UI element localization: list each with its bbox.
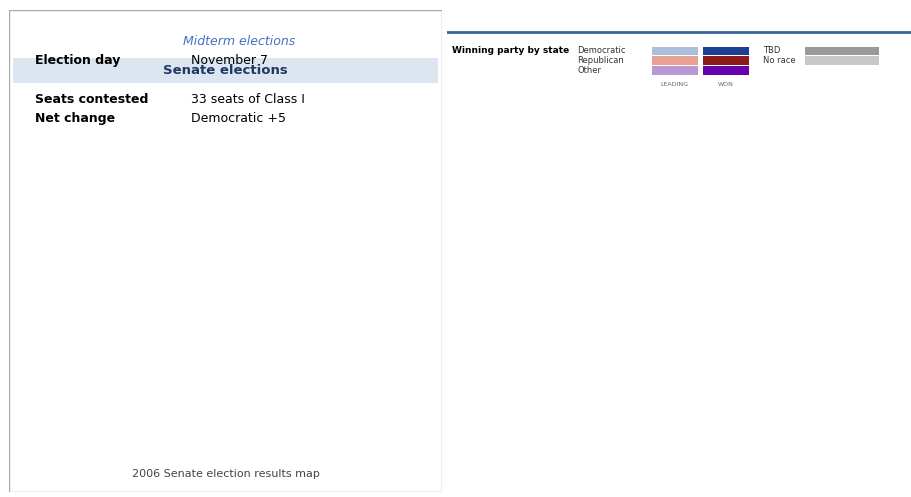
Bar bbox=[650, 56, 697, 65]
Bar bbox=[650, 66, 697, 75]
Text: WON: WON bbox=[717, 82, 733, 87]
Text: Democratic: Democratic bbox=[577, 46, 625, 56]
Text: Net change: Net change bbox=[35, 112, 115, 125]
Text: TBD: TBD bbox=[763, 46, 780, 56]
Bar bbox=[804, 47, 878, 55]
Text: 33 seats of Class I: 33 seats of Class I bbox=[191, 92, 304, 106]
Text: 2006 Senate election results map: 2006 Senate election results map bbox=[131, 469, 320, 479]
Text: Senate elections: Senate elections bbox=[163, 64, 288, 77]
Bar bbox=[701, 47, 749, 55]
Bar bbox=[701, 56, 749, 65]
Bar bbox=[804, 56, 878, 65]
Text: Winning party by state: Winning party by state bbox=[451, 46, 568, 56]
Text: Midterm elections: Midterm elections bbox=[182, 35, 294, 48]
Text: No race: No race bbox=[763, 56, 795, 65]
Text: LEADING: LEADING bbox=[660, 82, 688, 87]
Bar bbox=[650, 47, 697, 55]
Text: Seats contested: Seats contested bbox=[35, 92, 148, 106]
Text: November 7: November 7 bbox=[191, 54, 268, 67]
Bar bbox=[701, 66, 749, 75]
FancyBboxPatch shape bbox=[14, 58, 437, 83]
FancyBboxPatch shape bbox=[9, 10, 442, 492]
Text: Other: Other bbox=[577, 66, 600, 75]
Text: Election day: Election day bbox=[35, 54, 120, 67]
Text: Democratic +5: Democratic +5 bbox=[191, 112, 286, 125]
Text: Republican: Republican bbox=[577, 56, 623, 65]
